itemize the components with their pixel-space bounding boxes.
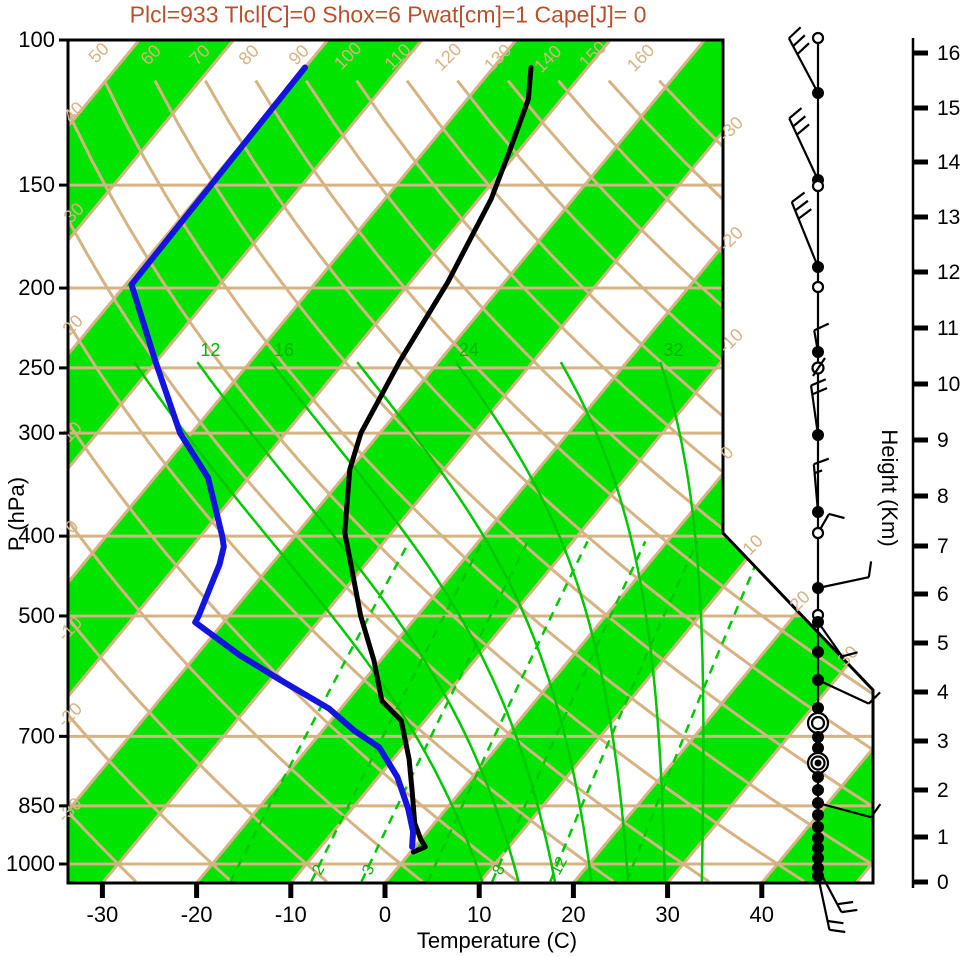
svg-text:0: 0 [937,871,949,894]
pressure-axis-title: P (hPa) [4,476,29,552]
svg-text:200: 200 [18,275,55,300]
isobar-lines [68,183,873,866]
svg-text:500: 500 [18,603,55,628]
svg-text:24: 24 [459,340,479,360]
page-title: Plcl=933 Tlcl[C]=0 Shox=6 Pwat[cm]=1 Cap… [129,1,647,28]
plot-border [66,38,875,885]
svg-text:-10: -10 [275,902,307,927]
svg-text:4: 4 [937,681,949,704]
svg-text:0: 0 [379,902,391,927]
temperature-axis-title: Temperature (C) [416,928,578,953]
svg-text:120: 120 [430,39,465,74]
svg-text:16: 16 [274,340,294,360]
svg-text:10: 10 [467,902,491,927]
green-line-labels: 12 16 24 322 3 8 12 [200,340,683,878]
temperature-curve [342,65,534,855]
svg-text:250: 250 [18,355,55,380]
height-axis-title: Height (Km) [877,429,902,547]
svg-text:-20: -20 [181,902,213,927]
svg-text:150: 150 [18,172,55,197]
svg-text:40: 40 [750,902,774,927]
svg-text:30: 30 [655,902,679,927]
svg-text:400: 400 [18,523,55,548]
svg-text:2: 2 [937,779,949,802]
svg-text:-30: -30 [87,902,119,927]
svg-text:16: 16 [937,42,960,65]
svg-text:11: 11 [937,317,959,340]
svg-text:850: 850 [18,793,55,818]
svg-text:700: 700 [18,723,55,748]
dewpoint-curve [128,64,417,850]
svg-text:100: 100 [18,27,55,52]
svg-text:32: 32 [663,340,683,360]
svg-text:50: 50 [85,39,113,67]
svg-text:1: 1 [937,826,949,849]
svg-text:13: 13 [937,206,960,229]
svg-text:15: 15 [937,97,960,120]
wind-barb-column [787,26,882,934]
moist-adiabat-lines [133,361,705,882]
temperature-axis: -30 -20 -10 0 10 20 30 40 [87,884,774,927]
svg-text:-20: -20 [53,698,86,731]
svg-text:12: 12 [200,340,220,360]
svg-text:10: 10 [937,373,960,396]
svg-text:20: 20 [786,587,814,615]
svg-text:3: 3 [937,730,949,753]
dry-adiabat-lines [68,79,873,883]
svg-text:0: 0 [716,442,737,463]
svg-text:9: 9 [937,429,949,452]
pressure-axis: 100 150 200 250 300 400 500 700 850 1000 [6,27,68,876]
svg-text:12: 12 [937,261,960,284]
svg-text:80: 80 [235,41,263,69]
svg-text:20: 20 [561,902,585,927]
svg-text:300: 300 [18,420,55,445]
svg-text:8: 8 [937,485,949,508]
svg-text:12: 12 [548,854,571,878]
svg-text:6: 6 [937,583,949,606]
svg-text:1000: 1000 [6,851,55,876]
svg-text:5: 5 [937,632,949,655]
svg-text:14: 14 [937,151,961,174]
svg-text:7: 7 [937,535,949,558]
svg-text:160: 160 [623,40,658,75]
